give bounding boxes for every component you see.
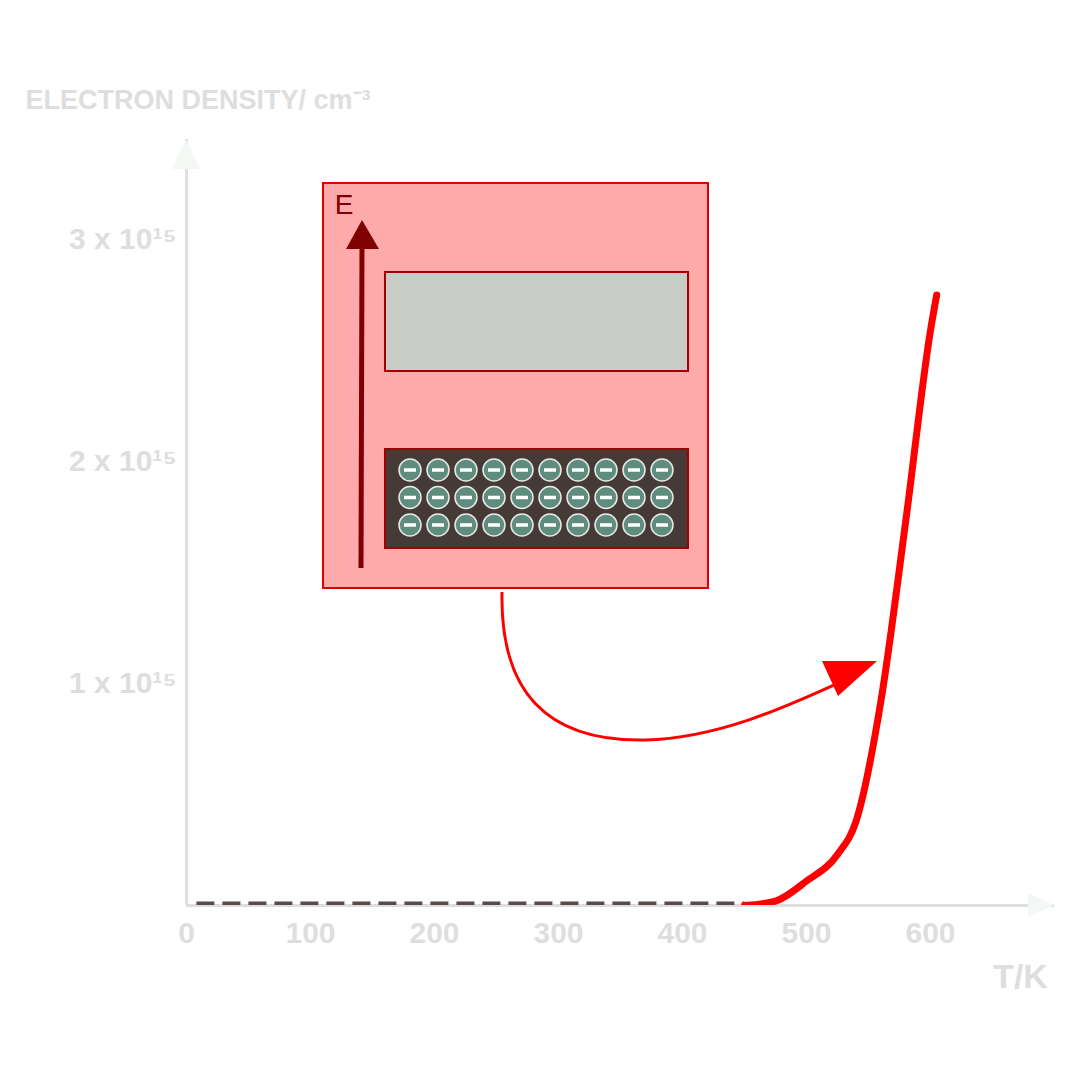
svg-text:600: 600 [905,916,955,949]
svg-text:1 x 10¹⁵: 1 x 10¹⁵ [69,666,177,699]
svg-text:300: 300 [533,916,583,949]
svg-text:200: 200 [409,916,459,949]
svg-text:ELECTRON DENSITY/ cm⁻³: ELECTRON DENSITY/ cm⁻³ [26,85,371,115]
svg-text:100: 100 [285,916,335,949]
svg-text:E: E [335,189,354,220]
svg-text:3 x 10¹⁵: 3 x 10¹⁵ [69,222,177,255]
svg-text:400: 400 [657,916,707,949]
svg-text:T/K: T/K [993,957,1048,995]
svg-text:500: 500 [781,916,831,949]
svg-text:0: 0 [178,916,195,949]
svg-text:2 x 10¹⁵: 2 x 10¹⁵ [69,444,177,477]
